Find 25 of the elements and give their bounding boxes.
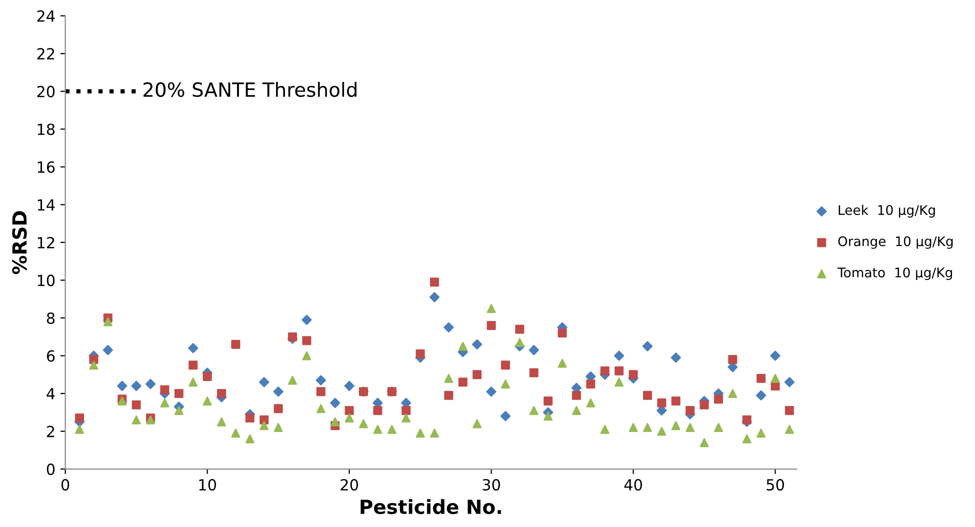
legend-label: Orange 10 µg/Kg — [838, 236, 953, 249]
x-tick-label: 50 — [766, 479, 784, 491]
x-tick-label: 20 — [340, 479, 358, 491]
x-tick-label: 10 — [199, 479, 216, 491]
x-axis-title: Pesticide No. — [360, 499, 501, 514]
y-tick-label: 6 — [46, 350, 55, 362]
x-tick-label: 40 — [624, 479, 642, 491]
x-tick-label: 0 — [61, 479, 70, 491]
y-tick-label: 22 — [37, 48, 54, 60]
y-tick-label: 20 — [37, 86, 55, 98]
y-tick-label: 14 — [38, 199, 55, 210]
y-tick-label: 18 — [38, 124, 55, 136]
y-tick-label: 24 — [37, 10, 55, 22]
y-axis-title: %RSD — [12, 211, 27, 274]
y-tick-label: 10 — [38, 274, 55, 286]
y-tick-label: 16 — [38, 161, 55, 173]
y-tick-label: 4 — [46, 388, 55, 400]
y-tick-label: 12 — [38, 236, 54, 248]
x-tick-label: 30 — [482, 479, 500, 491]
legend-label: Leek 10 µg/Kg — [838, 204, 935, 218]
ref-line-label: 20% SANTE Threshold — [144, 82, 356, 97]
legend-label: Tomato 10 µg/Kg — [837, 268, 952, 280]
y-tick-label: 0 — [46, 463, 55, 476]
y-tick-label: 2 — [47, 426, 54, 438]
y-tick-label: 8 — [46, 312, 55, 324]
